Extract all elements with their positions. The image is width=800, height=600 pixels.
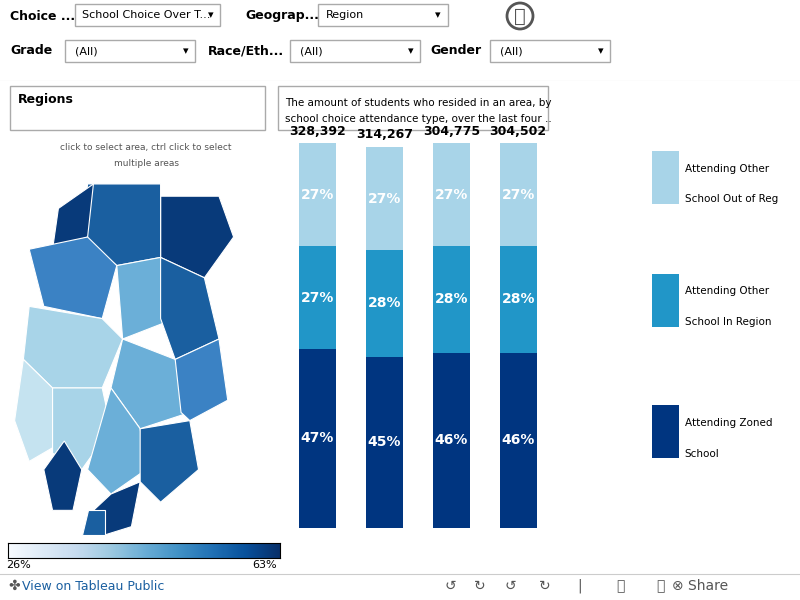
- Polygon shape: [161, 257, 219, 359]
- Text: (All): (All): [500, 46, 522, 56]
- Text: 27%: 27%: [301, 290, 334, 305]
- Text: 46%: 46%: [434, 433, 468, 448]
- Text: View on Tableau Public: View on Tableau Public: [22, 580, 164, 593]
- Text: Attending Other: Attending Other: [685, 286, 769, 296]
- Text: multiple areas: multiple areas: [114, 160, 178, 169]
- FancyBboxPatch shape: [318, 4, 448, 26]
- Text: ↺: ↺: [504, 579, 516, 593]
- Text: 314,267: 314,267: [356, 128, 413, 142]
- FancyBboxPatch shape: [65, 40, 195, 62]
- Polygon shape: [23, 307, 122, 388]
- Text: ▾: ▾: [183, 46, 189, 56]
- Text: 27%: 27%: [368, 191, 401, 206]
- Text: 45%: 45%: [368, 436, 401, 449]
- Bar: [500, 143, 537, 246]
- FancyBboxPatch shape: [75, 4, 220, 26]
- Text: 63%: 63%: [252, 560, 277, 571]
- Polygon shape: [117, 257, 175, 339]
- Polygon shape: [111, 339, 190, 429]
- Polygon shape: [175, 339, 228, 421]
- Text: ⓘ: ⓘ: [514, 7, 526, 25]
- Polygon shape: [53, 388, 111, 470]
- Text: 27%: 27%: [434, 188, 468, 202]
- FancyBboxPatch shape: [652, 151, 678, 204]
- Text: ▾: ▾: [208, 10, 214, 20]
- Text: ▾: ▾: [408, 46, 414, 56]
- Polygon shape: [82, 184, 161, 266]
- FancyBboxPatch shape: [490, 40, 610, 62]
- Text: Race/Eth...: Race/Eth...: [208, 44, 284, 58]
- Polygon shape: [94, 482, 140, 535]
- Bar: [433, 143, 470, 246]
- Text: ⬜: ⬜: [616, 579, 624, 593]
- Text: Attending Zoned: Attending Zoned: [685, 418, 772, 428]
- Text: ▾: ▾: [598, 46, 604, 56]
- Text: School Out of Reg: School Out of Reg: [685, 194, 778, 205]
- Text: Regions: Regions: [18, 94, 74, 107]
- Text: 304,775: 304,775: [422, 125, 480, 137]
- Text: (All): (All): [300, 46, 322, 56]
- Text: 28%: 28%: [434, 292, 468, 307]
- Text: ↺: ↺: [444, 579, 456, 593]
- Text: 304,502: 304,502: [490, 125, 546, 137]
- Text: ✤: ✤: [8, 579, 20, 593]
- FancyBboxPatch shape: [290, 40, 420, 62]
- Text: Region: Region: [326, 10, 364, 20]
- FancyBboxPatch shape: [10, 86, 265, 130]
- Bar: [299, 143, 336, 246]
- Text: Choice ...: Choice ...: [10, 10, 75, 22]
- Text: 328,392: 328,392: [289, 125, 346, 137]
- Text: 46%: 46%: [502, 433, 535, 448]
- Polygon shape: [82, 511, 105, 535]
- Polygon shape: [161, 196, 234, 278]
- Text: ↻: ↻: [474, 579, 486, 593]
- Text: The amount of students who resided in an area, by: The amount of students who resided in an…: [285, 98, 551, 108]
- Text: 47%: 47%: [301, 431, 334, 445]
- Text: ▾: ▾: [435, 10, 441, 20]
- Text: ↻: ↻: [539, 579, 551, 593]
- Polygon shape: [88, 388, 146, 494]
- Polygon shape: [44, 441, 82, 511]
- FancyBboxPatch shape: [278, 86, 548, 130]
- Text: Gender: Gender: [430, 44, 481, 58]
- Bar: [433, 353, 470, 528]
- Text: Geograp...: Geograp...: [245, 10, 319, 22]
- Text: Attending Other: Attending Other: [685, 164, 769, 174]
- Text: 28%: 28%: [368, 296, 401, 310]
- Text: Grade: Grade: [10, 44, 52, 58]
- Text: 27%: 27%: [502, 188, 535, 202]
- Text: |: |: [578, 579, 582, 593]
- Bar: [366, 356, 402, 528]
- Bar: [299, 349, 336, 528]
- Polygon shape: [14, 359, 64, 461]
- Text: ⬜: ⬜: [656, 579, 664, 593]
- Bar: [500, 353, 537, 528]
- Text: 27%: 27%: [301, 188, 334, 202]
- Polygon shape: [53, 184, 94, 249]
- Bar: [500, 246, 537, 353]
- Text: School In Region: School In Region: [685, 317, 771, 327]
- Text: 28%: 28%: [502, 292, 535, 307]
- Text: ⊗ Share: ⊗ Share: [672, 579, 728, 593]
- Text: click to select area, ctrl click to select: click to select area, ctrl click to sele…: [60, 143, 232, 152]
- Text: School: School: [685, 449, 719, 458]
- Text: school choice attendance type, over the last four ..: school choice attendance type, over the …: [285, 114, 552, 124]
- Polygon shape: [140, 421, 198, 502]
- Text: School Choice Over T...: School Choice Over T...: [82, 10, 210, 20]
- Bar: [299, 246, 336, 349]
- Bar: [366, 147, 402, 250]
- FancyBboxPatch shape: [652, 274, 678, 326]
- Bar: [366, 250, 402, 356]
- Text: (All): (All): [75, 46, 98, 56]
- FancyBboxPatch shape: [652, 406, 678, 458]
- Polygon shape: [30, 237, 117, 319]
- Text: 26%: 26%: [6, 560, 30, 571]
- Bar: [433, 246, 470, 353]
